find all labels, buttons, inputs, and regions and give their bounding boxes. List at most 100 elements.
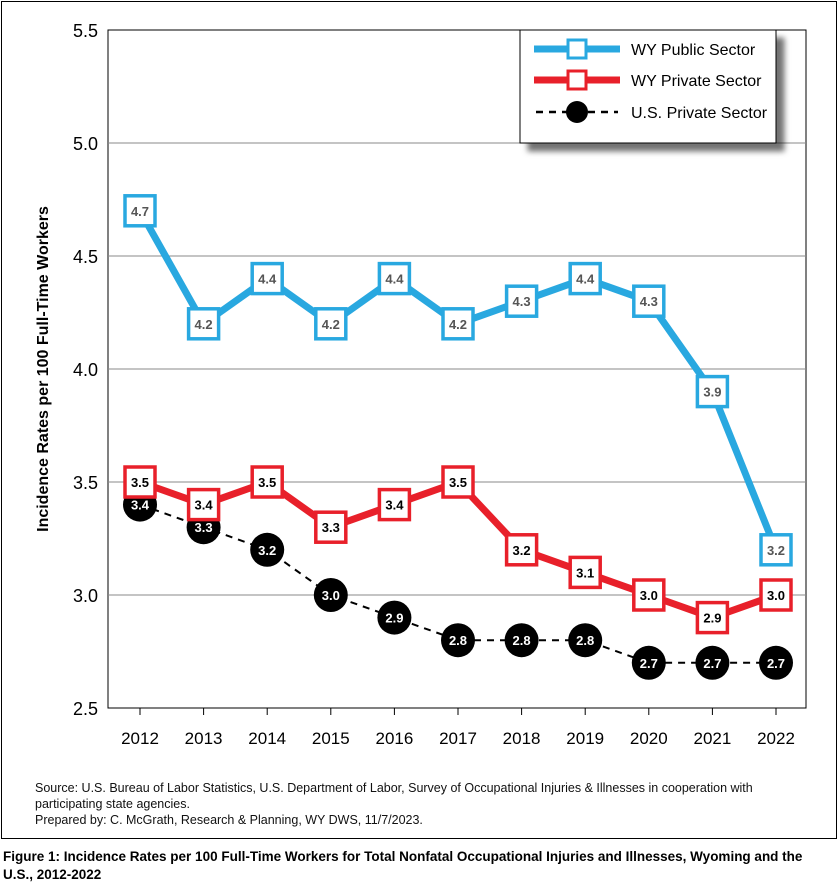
legend-marker-swatch — [566, 38, 588, 60]
data-label: 3.4 — [131, 498, 150, 513]
data-label: 4.3 — [640, 294, 658, 309]
data-label: 4.4 — [576, 272, 595, 287]
data-point-marker — [377, 261, 412, 296]
data-label: 3.9 — [703, 385, 721, 400]
figure-caption: Figure 1: Incidence Rates per 100 Full-T… — [3, 849, 803, 882]
data-point-marker — [314, 510, 348, 544]
data-label: 2.7 — [767, 656, 785, 671]
data-point-marker — [186, 307, 221, 341]
data-point-marker — [123, 465, 157, 499]
source-note-continued: participating state agencies. — [35, 797, 190, 811]
y-axis-title: Incidence Rates per 100 Full-Time Worker… — [35, 206, 52, 532]
data-label: 3.2 — [767, 543, 785, 558]
data-point-marker — [568, 555, 602, 590]
data-label: 4.2 — [322, 317, 340, 332]
data-point-marker — [313, 578, 348, 612]
data-point-marker — [759, 645, 793, 680]
data-point-marker — [695, 600, 730, 635]
data-label: 3.3 — [322, 520, 340, 535]
data-point-marker — [186, 487, 221, 522]
data-label: 3.0 — [767, 588, 785, 603]
data-point-marker — [568, 623, 603, 658]
data-label: 3.3 — [195, 520, 213, 535]
data-label: 3.5 — [449, 475, 467, 490]
legend-entry: WY Private Sector — [534, 69, 762, 91]
data-point-marker — [504, 533, 539, 567]
x-tick-label: 2021 — [693, 729, 731, 748]
y-tick-label: 4.0 — [73, 360, 98, 380]
y-tick-label: 4.5 — [73, 247, 98, 267]
axis-ticks: 2.5 3.0 3.5 4.0 4.5 5.0 5.5 2012 2013 2014 2015 201… — [73, 21, 795, 748]
legend-marker-swatch — [566, 69, 588, 91]
data-label: 2.8 — [576, 633, 594, 648]
x-tick-label: 2014 — [248, 729, 286, 748]
data-label: 2.9 — [385, 611, 403, 626]
data-point-marker — [314, 307, 348, 341]
figure-frame — [1, 1, 837, 839]
series-line — [139, 503, 776, 664]
data-point-marker — [377, 487, 412, 522]
data-point-marker — [759, 533, 793, 567]
y-tick-label: 2.5 — [73, 699, 98, 719]
data-point-marker — [695, 645, 730, 680]
data-point-marker — [250, 465, 284, 499]
x-tick-label: 2020 — [630, 729, 668, 748]
data-label: 2.7 — [640, 656, 658, 671]
data-label: 3.4 — [195, 498, 214, 513]
legend-label: U.S. Private Sector — [631, 105, 768, 122]
data-label: 3.0 — [322, 588, 340, 603]
data-point-marker — [568, 261, 602, 296]
x-tick-label: 2012 — [121, 729, 159, 748]
y-tick-label: 5.0 — [73, 134, 98, 154]
legend-entries: WY Public Sector WY Private Sector U.S. Pr… — [534, 38, 768, 123]
data-label: 3.4 — [385, 498, 404, 513]
legend-label: WY Private Sector — [631, 73, 762, 90]
data-label: 2.8 — [449, 633, 467, 648]
series-line — [136, 207, 780, 554]
series-line — [136, 478, 780, 622]
legend-entry: U.S. Private Sector — [536, 101, 768, 123]
data-label: 4.7 — [131, 204, 149, 219]
data-point-marker — [250, 532, 285, 567]
data-label: 4.4 — [385, 272, 404, 287]
data-point-marker — [504, 623, 539, 658]
data-point-marker — [632, 284, 666, 318]
data-label: 3.0 — [640, 588, 658, 603]
x-tick-label: 2018 — [503, 729, 541, 748]
y-tick-label: 5.5 — [73, 21, 98, 41]
data-point-marker — [632, 578, 666, 612]
data-label: 4.4 — [258, 272, 277, 287]
data-label: 2.8 — [513, 633, 531, 648]
data-point-marker — [504, 284, 539, 318]
data-point-marker — [441, 465, 475, 499]
series-lines: 3.43.33.23.02.92.8 2.8 2.82.7 2.7 2.73.53.43… — [123, 194, 793, 680]
legend: WY Public Sector WY Private Sector U.S. Pr… — [519, 29, 777, 144]
series-u-s-private-sector: 3.4 3.3 3.2 3.0 2.9 2.8 2.8 2.8 2.7 2.7 2.7 — [123, 487, 793, 680]
data-point-marker — [250, 261, 284, 296]
y-tick-label: 3.0 — [73, 586, 98, 606]
x-tick-label: 2013 — [185, 729, 223, 748]
x-tick-label: 2017 — [439, 729, 477, 748]
data-label: 3.2 — [258, 543, 276, 558]
legend-marker-swatch — [566, 101, 588, 123]
series-wy-public-sector: 4.7 4.2 4.4 4.2 4.4 4.2 4.3 4.4 4.3 3.9 3.2 — [123, 194, 793, 567]
data-label: 4.2 — [195, 317, 213, 332]
series-wy-private-sector: 3.5 3.4 3.5 3.3 3.4 3.5 3.2 3.1 3.0 2.9 3.0 — [123, 465, 793, 635]
data-point-marker — [123, 194, 157, 228]
y-tick-label: 3.5 — [73, 473, 98, 493]
data-point-marker — [441, 307, 475, 341]
data-label: 3.1 — [576, 565, 594, 580]
x-tick-label: 2022 — [757, 729, 795, 748]
data-label: 3.5 — [131, 475, 149, 490]
data-label: 4.3 — [513, 294, 531, 309]
prepared-by-note: Prepared by: C. McGrath, Research & Plan… — [35, 813, 423, 827]
data-point-marker — [631, 645, 666, 680]
legend-entry: WY Public Sector — [534, 38, 756, 60]
data-label: 2.9 — [703, 611, 721, 626]
x-tick-label: 2015 — [312, 729, 350, 748]
legend-label: WY Public Sector — [631, 42, 756, 59]
data-label: 4.2 — [449, 317, 467, 332]
x-tick-label: 2019 — [566, 729, 604, 748]
data-point-marker — [441, 623, 475, 658]
